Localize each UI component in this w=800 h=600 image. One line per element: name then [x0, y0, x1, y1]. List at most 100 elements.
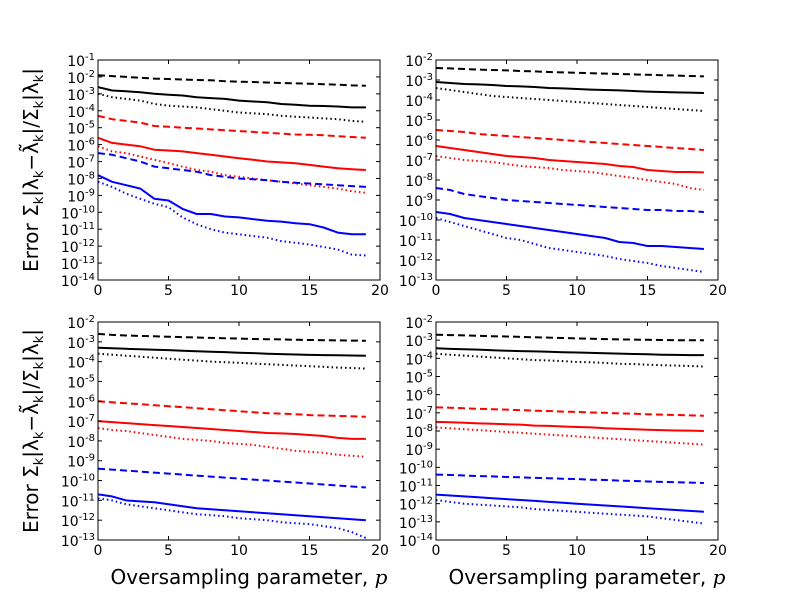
- y-tick-label: 10-9: [405, 192, 433, 210]
- y-tick-label: 10-11: [399, 478, 433, 496]
- y-tick-label: 10-12: [61, 238, 95, 256]
- y-tick-label: 10-7: [405, 152, 433, 170]
- y-tick-label: 10-14: [399, 532, 433, 550]
- x-tick-label: 20: [371, 283, 389, 299]
- series-line-blue-solid: [436, 493, 704, 513]
- y-tick-label: 10-5: [405, 112, 433, 130]
- series-line-black-dotted: [98, 92, 366, 123]
- series-line-red-dotted: [98, 427, 366, 458]
- x-tick-label: 0: [94, 283, 103, 299]
- series-line-blue-dashed: [436, 473, 704, 484]
- series-group: [98, 332, 367, 539]
- y-tick-label: 10-2: [405, 314, 433, 332]
- y-tick-label: 10-10: [399, 459, 433, 477]
- series-line-red-dashed: [436, 406, 704, 417]
- panel-bottom-right: 0 5 10 15 20 10-210-310-410-510-610-710-810-9…: [399, 314, 727, 589]
- x-tick-label: 20: [709, 283, 727, 299]
- series-line-blue-dashed: [98, 467, 366, 489]
- x-tick-label: 0: [432, 283, 441, 299]
- series-line-red-dashed: [98, 114, 366, 139]
- series-line-blue-solid: [98, 493, 366, 522]
- y-tick-label: 10-8: [67, 170, 95, 188]
- x-tick-label: 15: [301, 543, 319, 559]
- x-tick-label: 10: [568, 283, 586, 299]
- y-tick-label: 10-7: [67, 413, 95, 431]
- y-tick-label: 10-3: [405, 332, 433, 350]
- y-tick-label: 10-7: [67, 154, 95, 172]
- x-tick-label: 0: [432, 543, 441, 559]
- x-tick-label: 10: [568, 543, 586, 559]
- y-tick-label: 10-10: [399, 212, 433, 230]
- series-line-red-solid: [98, 136, 366, 171]
- y-tick-label: 10-5: [67, 373, 95, 391]
- x-axis-label: Oversampling parameter, p: [111, 565, 388, 589]
- y-axis-label: Error Σk|λk−λ̃k|/Σk|λk|: [18, 329, 47, 533]
- series-line-blue-solid: [436, 211, 704, 250]
- series-line-blue-dotted: [98, 497, 367, 539]
- series-line-red-solid: [436, 145, 704, 174]
- series-line-blue-solid: [98, 174, 366, 236]
- x-tick-label: 10: [230, 543, 248, 559]
- x-tick-label: 10: [230, 283, 248, 299]
- y-tick-label: 10-13: [399, 514, 433, 532]
- y-tick-label: 10-11: [61, 221, 95, 239]
- series-line-red-dashed: [436, 129, 704, 151]
- series-line-black-solid: [98, 346, 366, 357]
- y-tick-label: 10-4: [405, 350, 433, 368]
- x-axis-label: Oversampling parameter, p: [449, 565, 726, 589]
- x-tick-label: 5: [502, 543, 511, 559]
- y-tick-label: 10-9: [405, 441, 433, 459]
- x-tick-label: 5: [164, 283, 173, 299]
- series-line-blue-dotted: [436, 217, 705, 273]
- panel-top-left: 0 5 10 15 20 10-110-210-310-410-510-610-710-8…: [18, 52, 389, 299]
- y-tick-label: 10-7: [405, 405, 433, 423]
- y-tick-label: 10-11: [399, 232, 433, 250]
- y-tick-label: 10-4: [67, 354, 95, 372]
- panel-bottom-left: 0 5 10 15 20 10-2 10-3 10-410-5 10-6 10-7 10-8 10-9…: [18, 314, 389, 589]
- y-tick-label: 10-1: [67, 52, 95, 70]
- series-line-black-solid: [436, 347, 704, 357]
- y-tick-label: 10-8: [67, 433, 95, 451]
- y-tick-label: 10-8: [405, 172, 433, 190]
- series-line-black-dotted: [436, 87, 704, 112]
- y-tick-label: 10-10: [61, 473, 95, 491]
- y-tick-label: 10-12: [399, 496, 433, 514]
- series-line-blue-dashed: [436, 187, 704, 213]
- y-tick-label: 10-13: [61, 532, 95, 550]
- y-tick-label: 10-9: [67, 187, 95, 205]
- series-line-black-solid: [436, 81, 704, 94]
- series-line-blue-dotted: [98, 180, 366, 257]
- y-tick-label: 10-3: [67, 334, 95, 352]
- y-tick-label: 10-11: [61, 492, 95, 510]
- y-tick-label: 10-5: [405, 369, 433, 387]
- y-tick-label: 10-10: [61, 204, 95, 222]
- series-line-red-solid: [98, 420, 366, 440]
- y-tick-label: 10-4: [405, 92, 433, 110]
- y-tick-label: 10-6: [405, 387, 433, 405]
- x-tick-label: 20: [709, 543, 727, 559]
- series-line-blue-dashed: [98, 152, 366, 188]
- y-tick-label: 10-6: [67, 137, 95, 155]
- x-tick-label: 20: [371, 543, 389, 559]
- series-line-black-solid: [98, 86, 366, 109]
- y-tick-label: 10-13: [399, 272, 433, 290]
- series-group: [436, 333, 705, 525]
- x-tick-label: 5: [164, 543, 173, 559]
- x-tick-label: 0: [94, 543, 103, 559]
- x-tick-label: 15: [639, 283, 657, 299]
- y-tick-label: 10-9: [67, 453, 95, 471]
- y-tick-label: 10-13: [61, 255, 95, 273]
- x-tick-label: 15: [301, 283, 319, 299]
- x-tick-label: 15: [639, 543, 657, 559]
- series-line-red-solid: [436, 420, 704, 432]
- y-tick-label: 10-12: [399, 252, 433, 270]
- y-tick-label: 10-2: [67, 69, 95, 87]
- y-tick-label: 10-4: [67, 103, 95, 121]
- y-tick-label: 10-5: [67, 120, 95, 138]
- y-tick-label: 10-8: [405, 423, 433, 441]
- series-line-black-dashed: [436, 333, 704, 342]
- y-axis-label: Error Σk|λk−λ̃k|/Σk|λk|: [18, 68, 47, 272]
- panel-top-right: 0 5 10 15 20 10-2 10-3 10-4 10-5 10-6 10-7 10-8 10-9…: [399, 52, 727, 299]
- series-line-red-dotted: [98, 145, 367, 194]
